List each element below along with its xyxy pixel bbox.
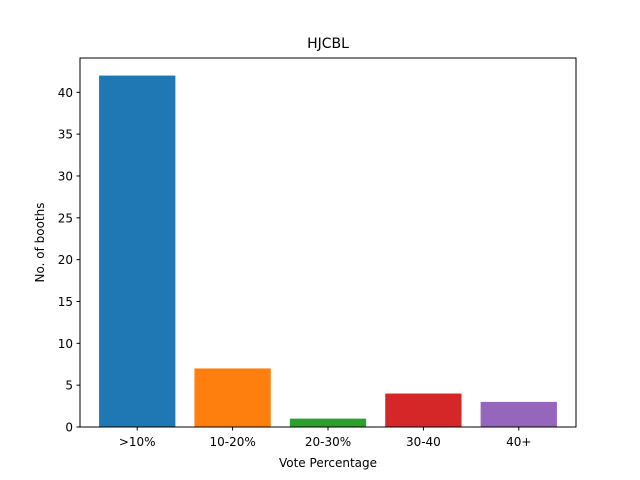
y-axis-label: No. of booths	[33, 203, 47, 283]
bar-4	[480, 401, 557, 427]
x-tick-label-1: 10-20%	[209, 435, 255, 449]
x-axis-label: Vote Percentage	[279, 456, 377, 470]
bar-2	[289, 418, 367, 427]
y-tick-label-7: 35	[58, 128, 73, 142]
bar-0	[99, 75, 176, 428]
bar-1	[194, 368, 271, 427]
y-tick-label-4: 20	[58, 253, 73, 267]
x-tick-label-4: 40+	[506, 435, 531, 449]
y-tick-label-1: 5	[65, 379, 73, 393]
bar-3	[385, 393, 462, 427]
y-tick-label-8: 40	[58, 86, 73, 100]
chart-title: HJCBL	[307, 36, 349, 52]
x-tick-label-2: 20-30%	[305, 435, 351, 449]
y-tick-label-6: 30	[58, 169, 73, 183]
bars-layer	[99, 75, 557, 428]
y-tick-label-3: 15	[58, 295, 73, 309]
plot-frame	[79, 57, 577, 428]
y-tick-label-0: 0	[65, 421, 73, 435]
ticks-layer: >10% 10-20% 20-30% 30-40 40+ 0 5 10 15 20 25 30 35 40	[58, 86, 532, 449]
y-tick-label-2: 10	[58, 337, 73, 351]
y-tick-label-5: 25	[58, 211, 73, 225]
x-tick-label-0: >10%	[119, 435, 156, 449]
x-tick-label-3: 30-40	[406, 435, 441, 449]
